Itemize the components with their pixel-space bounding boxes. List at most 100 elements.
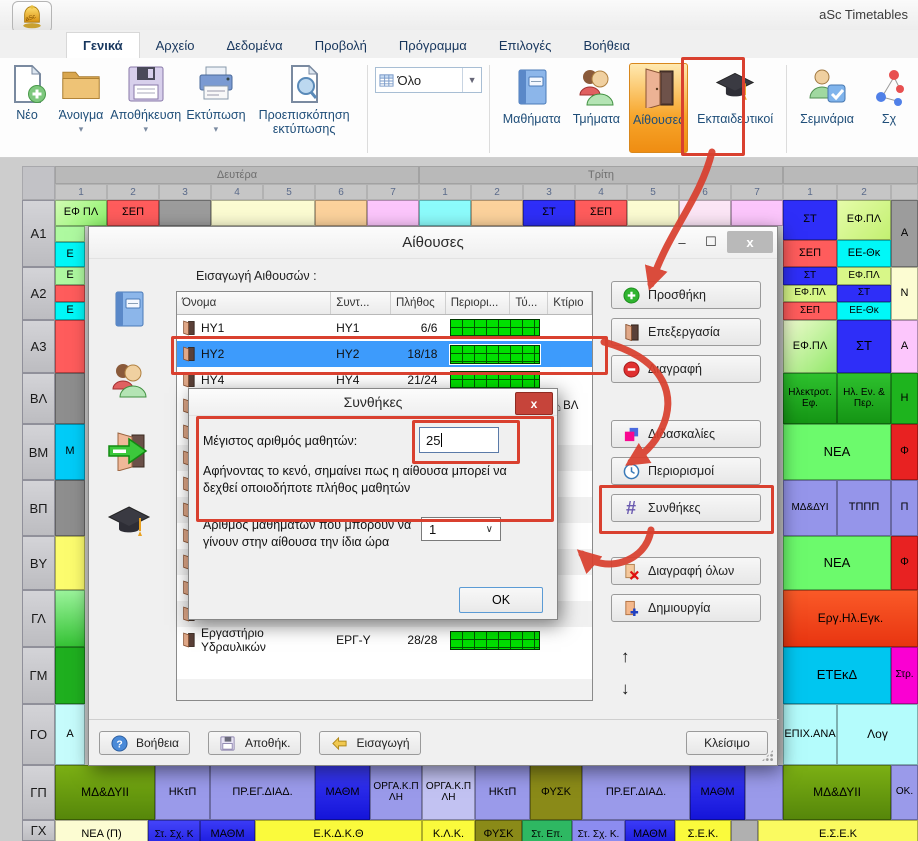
timetable-cell[interactable] (367, 200, 419, 226)
row-label[interactable]: ΓΜ (22, 647, 55, 704)
asc-bell-logo-icon[interactable]: aSc (12, 1, 52, 33)
timetable-cell[interactable]: ΕΦ.ΠΛ (783, 285, 837, 302)
move-up-arrow[interactable]: ↑ (621, 647, 630, 666)
timetable-cell[interactable]: ΜΑΘΜ (200, 820, 255, 841)
simultaneous-lessons-select[interactable]: 1 ∨ (421, 517, 501, 541)
timetable-cell[interactable]: Λογ (837, 704, 918, 765)
move-down-arrow[interactable]: ↓ (621, 679, 630, 698)
book-icon[interactable] (107, 289, 151, 334)
timetable-cell[interactable]: Η (891, 373, 918, 424)
timetable-cell[interactable] (55, 320, 85, 373)
row-label[interactable]: ΓΠ (22, 765, 55, 820)
timetable-cell[interactable]: ΜΑΘΜ (625, 820, 675, 841)
timetable-cell[interactable]: ΕΦ ΠΛ (55, 200, 107, 226)
timetable-cell[interactable]: Ε (55, 267, 85, 285)
timetable-cell[interactable] (471, 200, 523, 226)
toolbar-button[interactable]: Εκπαιδευτικοί (694, 63, 776, 153)
timetable-cell[interactable]: Στ. Σχ. Κ (148, 820, 200, 841)
timetable-cell[interactable]: ΜΑΘΜ (315, 765, 370, 820)
room-row[interactable]: ΗΥ2 ΗΥ2 18/18 (177, 341, 592, 367)
timetable-cell[interactable]: Ν (891, 267, 918, 320)
row-label[interactable]: ΒΛ (22, 373, 55, 424)
conditions-close-button[interactable]: x (515, 392, 553, 415)
timetable-cell[interactable]: ΠΡ.ΕΓ.ΔΙΑΔ. (210, 765, 315, 820)
column-header[interactable]: Τύ... (510, 292, 549, 314)
timetable-cell[interactable]: ΜΔ&ΔΥΙΙ (55, 765, 155, 820)
dialog-button[interactable]: ? Βοήθεια (99, 731, 190, 755)
dialog-button[interactable]: Επεξεργασία (611, 318, 761, 346)
timetable-cell[interactable]: Ηλεκτροτ. Εφ. (783, 373, 837, 424)
timetable-cell[interactable]: ΤΠΠΠ (837, 480, 891, 536)
toolbar-button[interactable]: Σεμινάρια (797, 63, 857, 153)
timetable-cell[interactable]: Εργ.Ηλ.Εγκ. (783, 590, 918, 647)
toolbar-button[interactable]: Σχ (863, 63, 915, 153)
toolbar-button[interactable]: Νέο (5, 63, 49, 149)
timetable-cell[interactable]: ΦΥΣΚ (475, 820, 522, 841)
rooms-dialog-titlebar[interactable]: Αίθουσες – ☐ x (89, 227, 777, 259)
menu-tab[interactable]: Γενικά (66, 32, 140, 58)
graduation-cap-icon[interactable] (107, 502, 151, 547)
menu-tab[interactable]: Βοήθεια (583, 38, 631, 53)
timetable-cell[interactable]: ΟΚ. (891, 765, 918, 820)
timetable-cell[interactable]: ΣΤ (783, 200, 837, 240)
max-students-input[interactable]: 25 (419, 427, 499, 453)
room-row[interactable]: ΗΥ1 ΗΥ1 6/6 (177, 315, 592, 341)
timetable-cell[interactable]: ΣΤ (837, 320, 891, 373)
room-row[interactable]: ΗΥ4 ΗΥ4 21/24 (177, 367, 592, 393)
ok-button[interactable]: OK (459, 587, 543, 613)
timetable-cell[interactable] (55, 480, 85, 536)
timetable-cell[interactable] (419, 200, 471, 226)
timetable-cell[interactable]: Ε.Σ.Ε.Κ (758, 820, 918, 841)
row-label[interactable]: ΓΛ (22, 590, 55, 647)
timetable-cell[interactable]: ΟΡΓΑ.Κ.ΠΛΗ (370, 765, 422, 820)
dialog-button[interactable]: Προσθήκη (611, 281, 761, 309)
timetable-cell[interactable]: Στ. Σχ. Κ. (572, 820, 625, 841)
timetable-cell[interactable]: ΜΔ&ΔΥΙΙ (783, 765, 891, 820)
timetable-cell[interactable]: Κ.Λ.Κ. (422, 820, 475, 841)
dialog-button[interactable]: # Συνθήκες (611, 494, 761, 522)
timetable-cell[interactable]: ΝΕΑ (783, 536, 891, 590)
timetable-cell[interactable]: ΕΦ.ΠΛ (837, 267, 891, 285)
dialog-button[interactable]: Εισαγωγή (319, 731, 421, 755)
timetable-cell[interactable] (55, 285, 85, 302)
column-header[interactable]: Κτίριο (548, 292, 592, 314)
timetable-cell[interactable] (55, 590, 85, 647)
conditions-dialog-titlebar[interactable]: Συνθήκες x (189, 389, 557, 416)
row-label[interactable]: A3 (22, 320, 55, 373)
timetable-cell[interactable] (55, 226, 85, 242)
room-row[interactable]: Εργαστήριο Υδραυλικών ΕΡΓ-Υ 28/28 (177, 626, 592, 654)
toolbar-button[interactable]: Αποθήκευση ▾ (110, 63, 181, 149)
timetable-cell[interactable] (55, 536, 85, 590)
dialog-button[interactable]: Περιορισμοί (611, 457, 761, 485)
timetable-cell[interactable]: ΗΚτΠ (155, 765, 210, 820)
column-header[interactable]: Πλήθος (391, 292, 446, 314)
timetable-cell[interactable]: ΣΕΠ (107, 200, 159, 226)
toolbar-button[interactable]: Προεπισκόπηση εκτύπωσης (253, 63, 355, 149)
timetable-cell[interactable] (315, 200, 367, 226)
toolbar-button[interactable]: Μαθήματα (500, 63, 564, 153)
timetable-cell[interactable]: Ε (55, 302, 85, 320)
timetable-cell[interactable]: Α (55, 704, 85, 765)
row-label[interactable]: A2 (22, 267, 55, 320)
row-label[interactable]: ΒΜ (22, 424, 55, 480)
view-filter-select[interactable]: Όλο ▼ (374, 67, 483, 93)
timetable-cell[interactable]: ΕΤΕκΔ (783, 647, 891, 704)
menu-tab[interactable]: Δεδομένα (226, 38, 283, 53)
timetable-cell[interactable]: Ε (55, 242, 85, 267)
timetable-cell[interactable]: ΗΚτΠ (475, 765, 530, 820)
timetable-cell[interactable] (745, 765, 783, 820)
toolbar-button[interactable]: Άνοιγμα ▾ (59, 63, 103, 149)
timetable-cell[interactable]: ΕΦ.ΠΛ (783, 320, 837, 373)
timetable-cell[interactable] (731, 820, 758, 841)
timetable-cell[interactable]: Α (891, 320, 918, 373)
timetable-cell[interactable]: Α (891, 200, 918, 267)
timetable-cell[interactable]: ΜΑΘΜ (690, 765, 745, 820)
timetable-cell[interactable]: ΣΤ (783, 267, 837, 285)
timetable-cell[interactable] (211, 200, 315, 226)
toolbar-button[interactable]: Εκτύπωση ▾ (186, 63, 246, 149)
row-label[interactable]: A1 (22, 200, 55, 267)
column-header[interactable]: Περιορι... (446, 292, 511, 314)
menu-tab[interactable]: Επιλογές (498, 38, 552, 53)
menu-tab[interactable]: Προβολή (314, 38, 367, 53)
timetable-cell[interactable]: ΕΦ.ΠΛ (837, 200, 891, 240)
